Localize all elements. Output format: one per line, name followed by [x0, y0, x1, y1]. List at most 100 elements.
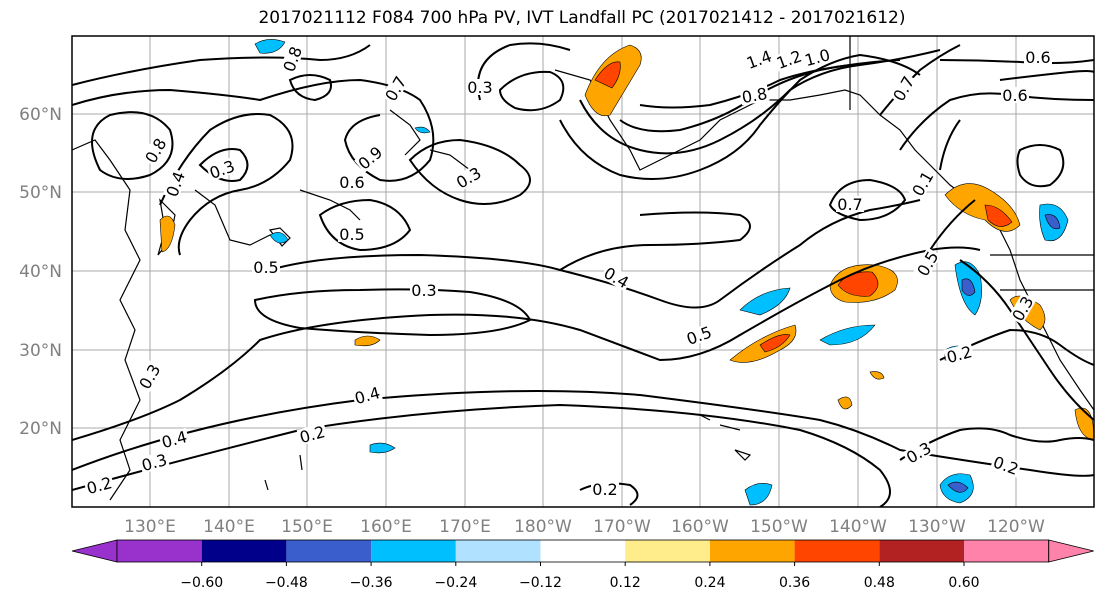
contour-label-bg [990, 452, 1022, 478]
latitude-label: 40°N [19, 262, 62, 282]
contour-label-bg [739, 84, 770, 106]
contour-label-bg [354, 142, 386, 173]
longitude-label: 130°W [908, 517, 966, 537]
contour-label: 0.5 [683, 322, 715, 349]
contour-label: 0.7 [381, 72, 410, 105]
contour-label-bg [452, 163, 485, 192]
contour-value: 0.3 [467, 78, 492, 97]
contour-value: 0.7 [837, 195, 862, 214]
contour-label-bg [801, 45, 833, 69]
contour-value: 0.6 [1002, 86, 1027, 105]
contour-label-bg [1008, 292, 1037, 325]
colorbar-tick-label: −0.12 [519, 575, 562, 591]
contour-value: 0.9 [355, 143, 387, 174]
contour-label-bg [141, 134, 170, 167]
contour-label: 1.4 [743, 46, 775, 73]
contour-value: 0.8 [740, 84, 768, 107]
contour-label: 0.5 [252, 258, 280, 277]
contour-label-bg [162, 168, 188, 200]
colorbar-swatch [879, 540, 964, 562]
colorbar-swatch [625, 540, 710, 562]
contour-label-bg [1001, 87, 1029, 103]
contour-value: 0.2 [945, 342, 975, 367]
contour-label-bg [773, 46, 805, 72]
longitude-label: 170°W [593, 517, 651, 537]
contour-label: 0.3 [1008, 292, 1037, 325]
contour-label: 0.3 [135, 360, 164, 393]
contour-label-bg [206, 156, 238, 182]
latitude-label: 20°N [19, 419, 62, 439]
longitude-label: 180°W [514, 517, 572, 537]
contour-value: 0.2 [592, 480, 617, 499]
contour-label: 0.9 [354, 142, 387, 174]
contour-label: 0.8 [279, 43, 306, 75]
contour-value: 1.0 [803, 45, 833, 70]
contour-label-bg [279, 43, 305, 75]
contour-label: 0.3 [206, 156, 238, 183]
contour-label: 0.8 [739, 84, 770, 107]
colorbar-swatch [286, 540, 372, 562]
contour-label: 0.1 [908, 167, 937, 200]
contour-label-bg [600, 263, 633, 292]
colorbar-tick-label: −0.24 [434, 575, 477, 591]
longitude-label: 160°E [360, 517, 412, 537]
colorbar-tick-label: −0.60 [180, 575, 223, 591]
contour-label-bg [743, 46, 775, 72]
contour-value: 0.3 [453, 163, 485, 192]
colorbar-swatch [964, 540, 1049, 562]
contour-value: 0.3 [135, 361, 164, 393]
contour-label: 0.3 [138, 450, 170, 475]
contour-label: 0.2 [83, 473, 115, 498]
contour-label: 0.7 [836, 195, 864, 214]
colorbar-swatch [540, 540, 626, 562]
colorbar-tick-label: 0.60 [948, 575, 979, 591]
latitude-label: 50°N [19, 183, 62, 203]
colorbar-outline [116, 539, 1050, 563]
contour-label-bg [83, 473, 115, 497]
colorbar-tick-label: 0.36 [779, 575, 810, 591]
contour-label-bg [138, 450, 170, 474]
longitude-label: 150°E [281, 517, 333, 537]
longitude-labels: 130°E 140°E 150°E 160°E 170°E 180°W 170°W 160°W… [124, 517, 1045, 537]
contour-label-bg [296, 422, 328, 446]
contour-label-bg [135, 360, 164, 393]
contour-label-bg [338, 226, 366, 242]
contour-value: 0.1 [908, 168, 937, 200]
contour-label-bg [351, 383, 383, 407]
colorbar-tick-label: 0.12 [610, 575, 641, 591]
colorbar-swatch [371, 540, 456, 562]
contour-label: 0.2 [296, 422, 328, 447]
longitude-label: 140°E [203, 517, 255, 537]
colorbar: −0.60 −0.48 −0.36 −0.24 −0.12 0.12 0.24 0.36 0.4… [71, 539, 1094, 591]
contour-value: 0.6 [339, 173, 364, 192]
colorbar-extend-max [1048, 539, 1094, 563]
contour-label: 0.3 [466, 78, 494, 97]
contour-value: 0.4 [353, 383, 383, 408]
contour-label: 0.6 [338, 173, 366, 192]
latitude-labels: 60°N 50°N 40°N 30°N 20°N [19, 105, 62, 439]
contour-value: 0.4 [160, 427, 190, 452]
map-title: 2017021112 F084 700 hPa PV, IVT Landfall… [258, 8, 906, 28]
contour-label-bg [908, 167, 937, 200]
contour-label-bg [410, 282, 438, 298]
contour-value: 0.3 [140, 450, 170, 475]
contour-label: 0.6 [1001, 86, 1029, 105]
longitude-label: 130°E [124, 517, 176, 537]
contour-label-bg [158, 427, 190, 451]
shaded-anomalies [159, 39, 1094, 506]
contour-label: 0.2 [943, 342, 975, 367]
contour-label: 1.2 [773, 46, 805, 73]
contour-label-bg [381, 72, 410, 105]
contour-label-bg [902, 438, 935, 467]
contour-label: 0.2 [990, 452, 1022, 479]
contour-label: 0.5 [338, 225, 366, 244]
colorbar-tick-label: −0.48 [265, 575, 308, 591]
contour-value: 0.5 [339, 225, 364, 244]
contour-value: 0.6 [1025, 48, 1050, 67]
contour-label-bg [252, 259, 280, 275]
contour-value: 0.2 [298, 422, 328, 447]
latitude-label: 60°N [19, 105, 62, 125]
contour-label: 0.4 [162, 168, 189, 200]
contour-label: 0.4 [351, 383, 383, 408]
longitude-label: 140°W [829, 517, 887, 537]
